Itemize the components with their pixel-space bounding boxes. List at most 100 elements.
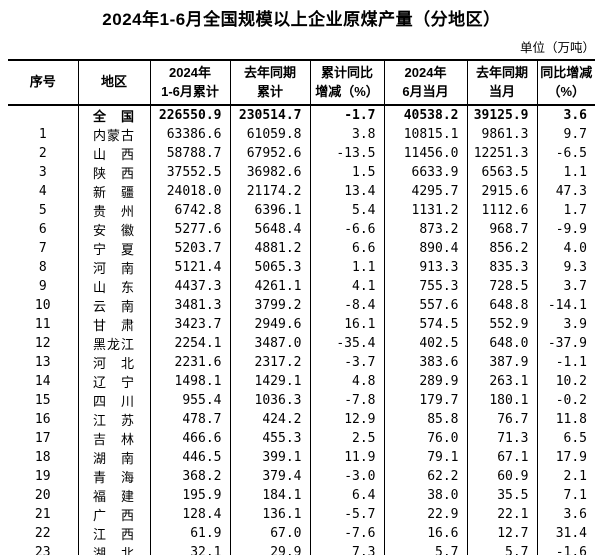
value-cell: 4881.2: [229, 239, 310, 258]
unit-label: 单位（万吨）: [519, 41, 595, 55]
value-cell: 10815.1: [383, 125, 467, 144]
value-cell: 3.9: [536, 315, 595, 334]
seq-cell: 1: [38, 127, 47, 142]
value-cell: 289.9: [383, 372, 467, 391]
seq-cell: 12: [34, 336, 51, 351]
value-cell: 968.7: [466, 220, 537, 239]
value-cell: 10.2: [536, 372, 595, 391]
seq-cell: 4: [38, 184, 47, 199]
value-cell: 383.6: [383, 353, 467, 372]
value-cell: 1112.6: [466, 201, 537, 220]
region-cell: 山 东: [77, 277, 150, 296]
value-cell: 387.9: [466, 353, 537, 372]
value-cell: 71.3: [466, 429, 537, 448]
value-cell: 3.6: [536, 505, 595, 524]
value-cell: 5.7: [383, 543, 467, 555]
table-row: 6 安 徽 5277.6 5648.4 -6.6 873.2 968.7 -9.…: [8, 220, 595, 239]
value-cell: 1.5: [309, 163, 384, 182]
value-cell: 195.9: [149, 486, 230, 505]
seq-cell: 21: [34, 507, 51, 522]
region-cell: 江 西: [77, 524, 150, 543]
value-cell: 13.4: [309, 182, 384, 201]
value-cell: 955.4: [149, 391, 230, 410]
value-cell: 38.0: [383, 486, 467, 505]
region-cell: 甘 肃: [77, 315, 150, 334]
value-cell: -0.2: [536, 391, 595, 410]
value-cell: 399.1: [229, 448, 310, 467]
value-cell: 6396.1: [229, 201, 310, 220]
value-cell: 2.5: [309, 429, 384, 448]
value-cell: -3.7: [309, 353, 384, 372]
value-cell: 11.9: [309, 448, 384, 467]
value-cell: -14.1: [536, 296, 595, 315]
value-cell: 37552.5: [149, 163, 230, 182]
region-cell: 云 南: [77, 296, 150, 315]
value-cell: 2949.6: [229, 315, 310, 334]
value-cell: 4437.3: [149, 277, 230, 296]
value-cell: 17.9: [536, 448, 595, 467]
value-cell: 1.1: [309, 258, 384, 277]
region-cell: 黑龙江: [77, 334, 150, 353]
table-row: 18 湖 南 446.5 399.1 11.9 79.1 67.1 17.9: [8, 448, 595, 467]
value-cell: 35.5: [466, 486, 537, 505]
region-cell: 安 徽: [77, 220, 150, 239]
value-cell: 5203.7: [149, 239, 230, 258]
col-header-seq: 序号: [8, 60, 78, 106]
value-cell: 67.1: [466, 448, 537, 467]
value-cell: 6.6: [309, 239, 384, 258]
value-cell: 4261.1: [229, 277, 310, 296]
value-cell: 1.1: [536, 163, 595, 182]
seq-cell: 11: [34, 317, 51, 332]
value-cell: 574.5: [383, 315, 467, 334]
region-cell: 陕 西: [77, 163, 150, 182]
table-row: 4 新 疆 24018.0 21174.2 13.4 4295.7 2915.6…: [8, 182, 595, 201]
value-cell: 835.3: [466, 258, 537, 277]
value-cell: 263.1: [466, 372, 537, 391]
value-cell: 62.2: [383, 467, 467, 486]
value-cell: 3423.7: [149, 315, 230, 334]
col-header-cum-yoy: 累计同比 增减（%）: [309, 60, 384, 106]
seq-cell: 23: [34, 545, 51, 555]
value-cell: -35.4: [309, 334, 384, 353]
value-cell: 3799.2: [229, 296, 310, 315]
value-cell: -5.7: [309, 505, 384, 524]
seq-cell: 16: [34, 412, 51, 427]
value-cell: 2231.6: [149, 353, 230, 372]
value-cell: 9.3: [536, 258, 595, 277]
value-cell: 22.1: [466, 505, 537, 524]
value-cell: 648.8: [466, 296, 537, 315]
value-cell: -1.6: [536, 543, 595, 555]
value-cell: 5.7: [466, 543, 537, 555]
value-cell: -6.5: [536, 144, 595, 163]
value-cell: 32.1: [149, 543, 230, 555]
value-cell: 446.5: [149, 448, 230, 467]
national-total-section: 全 国 226550.9 230514.7 -1.7 40538.2 39125…: [8, 105, 595, 125]
region-cell: 全 国: [77, 105, 150, 125]
table-row: 8 河 南 5121.4 5065.3 1.1 913.3 835.3 9.3: [8, 258, 595, 277]
value-cell: 39125.9: [466, 105, 537, 125]
value-cell: 5065.3: [229, 258, 310, 277]
value-cell: 12.9: [309, 410, 384, 429]
value-cell: 21174.2: [229, 182, 310, 201]
value-cell: 4295.7: [383, 182, 467, 201]
table-row: 11 甘 肃 3423.7 2949.6 16.1 574.5 552.9 3.…: [8, 315, 595, 334]
value-cell: 7.3: [309, 543, 384, 555]
value-cell: 1498.1: [149, 372, 230, 391]
value-cell: -1.7: [309, 105, 384, 125]
value-cell: 58788.7: [149, 144, 230, 163]
value-cell: 9861.3: [466, 125, 537, 144]
seq-cell: 14: [34, 374, 51, 389]
region-cell: 四 川: [77, 391, 150, 410]
table-row: 22 江 西 61.9 67.0 -7.6 16.6 12.7 31.4: [8, 524, 595, 543]
value-cell: 1036.3: [229, 391, 310, 410]
seq-cell: [8, 105, 78, 125]
coal-production-table: 序号 地区 2024年 1-6月累计 去年同期 累计 累计同比 增减（%） 20…: [8, 59, 595, 555]
table-row: 3 陕 西 37552.5 36982.6 1.5 6633.9 6563.5 …: [8, 163, 595, 182]
value-cell: 856.2: [466, 239, 537, 258]
region-cell: 福 建: [77, 486, 150, 505]
region-cell: 江 苏: [77, 410, 150, 429]
value-cell: 2915.6: [466, 182, 537, 201]
region-cell: 内蒙古: [77, 125, 150, 144]
col-header-2024-june: 2024年 6月当月: [383, 60, 467, 106]
value-cell: 379.4: [229, 467, 310, 486]
